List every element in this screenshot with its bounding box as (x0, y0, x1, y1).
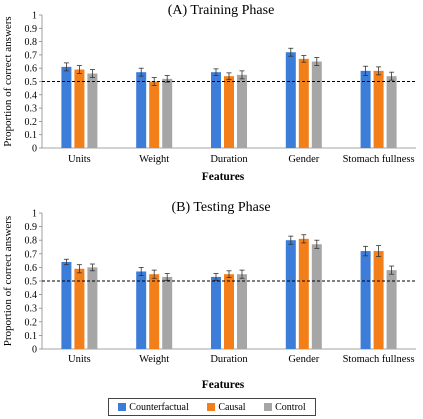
legend-item-causal: Causal (207, 401, 246, 413)
bar-control (87, 267, 98, 349)
legend-swatch-counterfactual (118, 403, 127, 411)
legend-label: Causal (218, 401, 246, 413)
bar-control (311, 61, 322, 148)
bar-causal (149, 81, 160, 148)
y-tick-label: 0.7 (25, 50, 38, 61)
bar-causal (373, 70, 384, 148)
y-axis-label: Proportion of correct answers (2, 216, 14, 346)
y-tick-label: 0.9 (25, 24, 38, 35)
y-tick-label: 0.5 (25, 77, 38, 88)
x-tick-label: Weight (139, 154, 169, 165)
x-tick-label: Stomach fullness (343, 354, 415, 365)
y-tick-label: 0.4 (25, 90, 38, 101)
legend-swatch-causal (207, 403, 216, 411)
legend-item-control: Control (264, 402, 306, 413)
bar-control (311, 244, 322, 349)
y-tick-label: 1 (32, 11, 37, 22)
y-tick-label: 0.6 (25, 263, 38, 274)
legend: Counterfactual Causal Control (108, 398, 316, 416)
chart-title: (A) Training Phase (168, 3, 275, 18)
y-tick-label: 0.8 (25, 37, 38, 48)
legend-label: Counterfactual (129, 401, 189, 413)
y-tick-label: 1 (32, 209, 37, 220)
bar-counterfactual (61, 66, 72, 148)
y-axis-label: Proportion of correct answers (2, 16, 14, 146)
bar-causal (149, 274, 160, 349)
x-axis-label: Features (202, 379, 245, 391)
x-tick-label: Units (68, 354, 91, 365)
bar-causal (224, 76, 234, 148)
y-tick-label: 0.7 (25, 249, 38, 260)
x-tick-label: Gender (288, 154, 319, 165)
x-tick-label: Stomach fullness (343, 154, 415, 165)
legend-label: Control (275, 401, 306, 413)
y-tick-label: 0.9 (25, 222, 38, 233)
chart-canvas: (A) Training Phase 0 0.1 0.2 0.3 0.4 0.5 0.6 0.7… (2, 3, 416, 391)
bar-control (162, 78, 173, 148)
legend-item-counterfactual: Counterfactual (118, 401, 189, 413)
x-tick-label: Duration (210, 354, 248, 365)
x-tick-label: Gender (288, 354, 319, 365)
x-tick-label: Duration (210, 154, 248, 165)
chart-title: (B) Testing Phase (171, 200, 270, 215)
x-tick-label: Units (68, 154, 91, 165)
bar-causal (373, 251, 384, 349)
y-tick-label: 0.4 (25, 290, 38, 301)
bar-counterfactual (360, 251, 371, 349)
x-tick-label: Weight (139, 354, 169, 365)
y-tick-label: 0.2 (25, 317, 38, 328)
bar-control (237, 274, 247, 349)
y-tick-label: 0.5 (25, 277, 38, 288)
bar-causal (74, 69, 85, 148)
y-tick-label: 0.8 (25, 236, 38, 247)
y-tick-label: 0 (32, 345, 37, 356)
bar-causal (74, 268, 85, 349)
bar-counterfactual (61, 261, 72, 349)
bar-control (87, 73, 98, 148)
bar-control (386, 270, 397, 349)
y-tick-label: 0.3 (25, 304, 38, 315)
bar-counterfactual (211, 72, 221, 148)
bar-counterfactual (285, 52, 296, 148)
bar-control (237, 74, 247, 148)
bar-causal (298, 238, 309, 349)
bar-causal (298, 58, 309, 148)
y-tick-label: 0.6 (25, 64, 38, 75)
bar-counterfactual (285, 240, 296, 349)
bar-control (162, 276, 173, 349)
bar-control (386, 76, 397, 148)
y-tick-label: 0.2 (25, 117, 38, 128)
bar-counterfactual (136, 271, 147, 349)
legend-swatch-control (264, 403, 273, 411)
y-tick-label: 0.3 (25, 104, 38, 115)
y-tick-label: 0.1 (25, 331, 38, 342)
bar-counterfactual (211, 276, 221, 349)
bar-counterfactual (360, 70, 371, 148)
bar-counterfactual (136, 72, 147, 148)
y-tick-label: 0.1 (25, 130, 38, 141)
y-tick-label: 0 (32, 144, 37, 155)
x-axis-label: Features (202, 171, 245, 183)
bar-causal (224, 274, 234, 349)
